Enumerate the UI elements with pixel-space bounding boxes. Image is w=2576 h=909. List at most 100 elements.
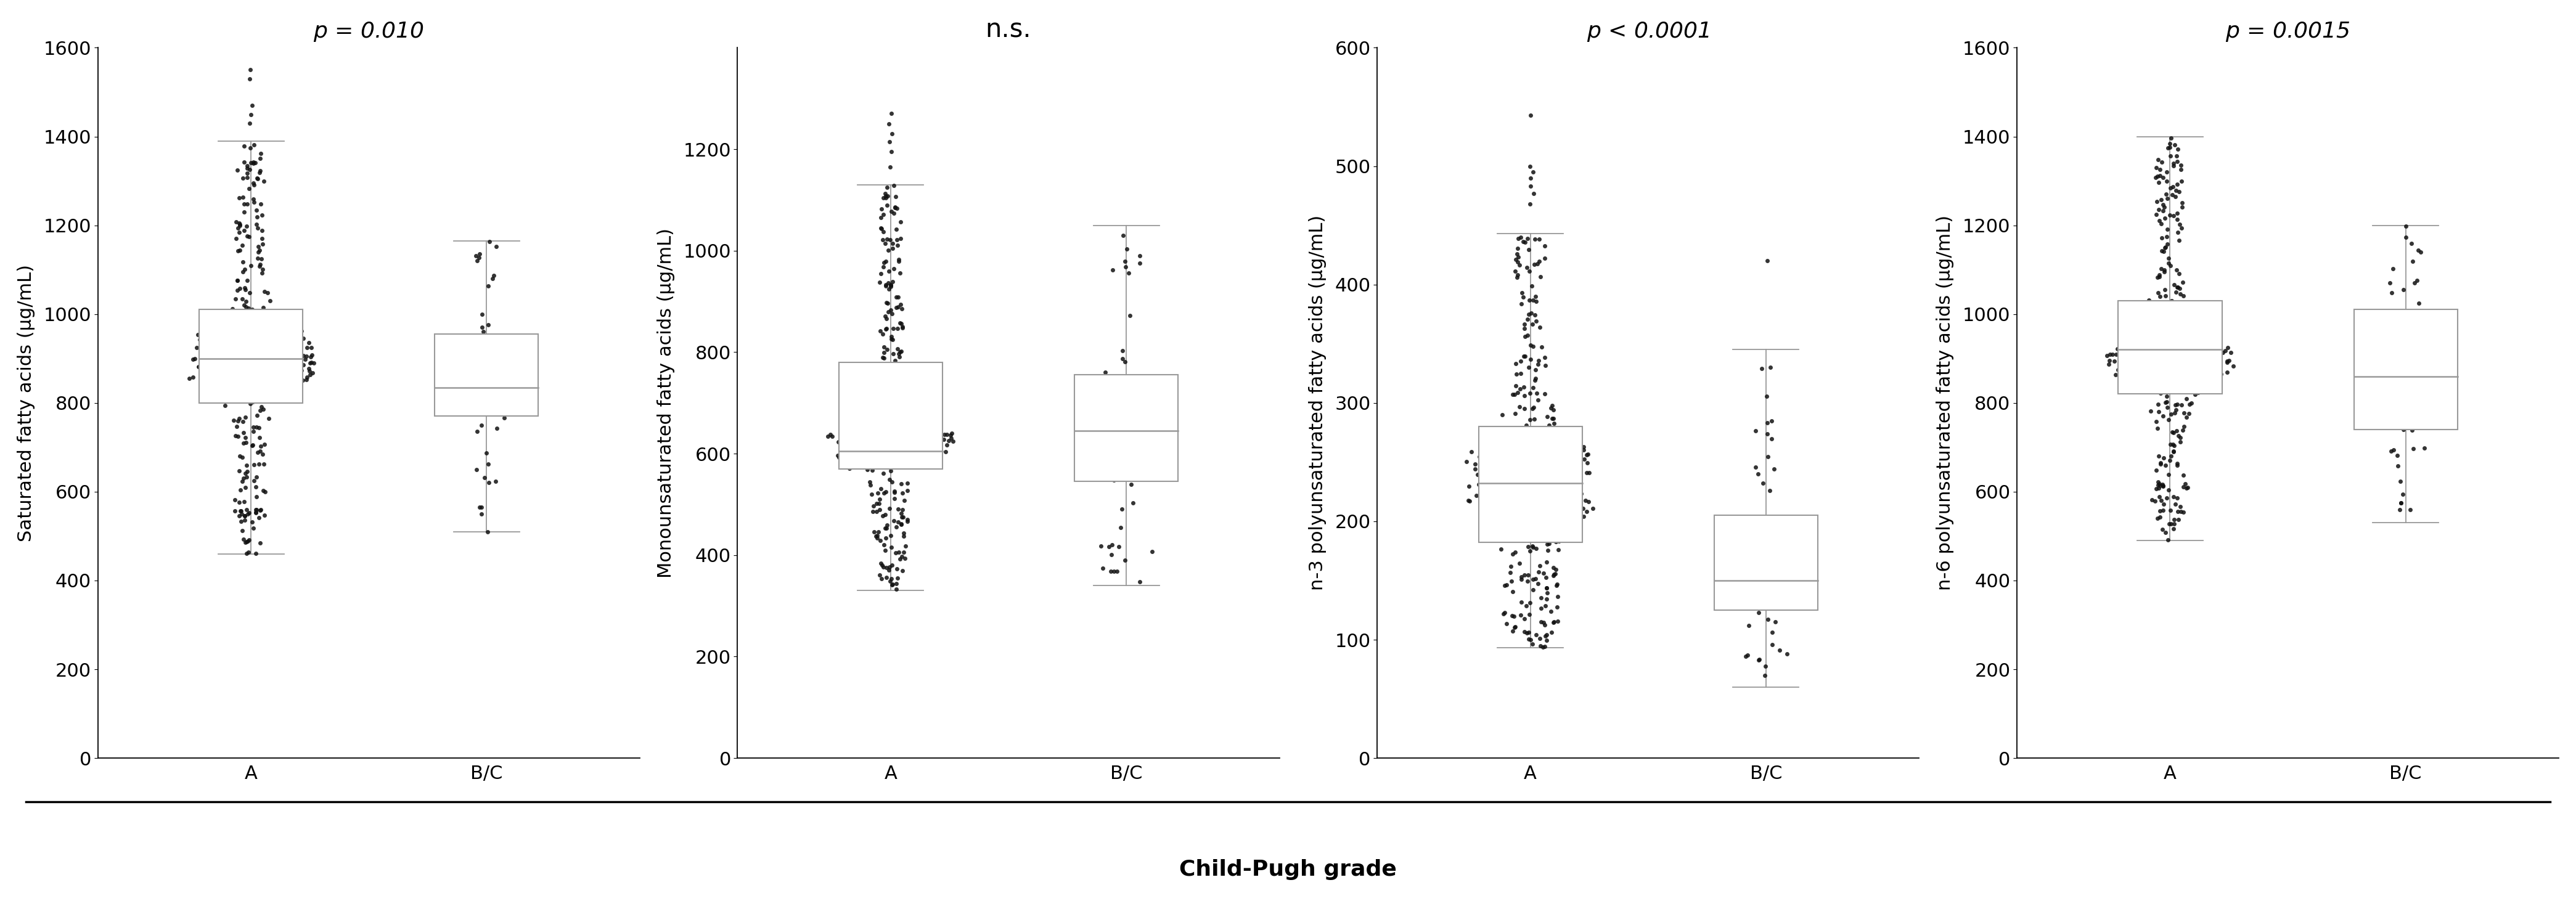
Point xyxy=(1515,471,1556,485)
Point xyxy=(1520,340,1561,355)
Point xyxy=(868,264,909,278)
Point xyxy=(860,394,902,408)
Point xyxy=(1510,108,1551,123)
Point xyxy=(255,378,296,393)
Point xyxy=(268,388,309,403)
Point xyxy=(811,429,853,444)
Point xyxy=(289,335,330,350)
Point xyxy=(2367,382,2409,396)
Point xyxy=(2110,315,2151,329)
Point xyxy=(1752,590,1793,604)
Point xyxy=(1535,566,1577,581)
Point xyxy=(1525,598,1566,613)
Point xyxy=(2205,343,2246,357)
Point xyxy=(433,365,474,379)
Point xyxy=(2154,189,2195,204)
Point xyxy=(1494,406,1535,421)
Point xyxy=(2192,346,2233,361)
Point xyxy=(242,379,283,394)
Point xyxy=(222,255,263,269)
Point xyxy=(853,524,894,539)
Point xyxy=(240,421,281,435)
Point xyxy=(224,513,265,527)
Point xyxy=(1543,527,1584,542)
Point xyxy=(240,197,281,212)
Point xyxy=(232,383,273,397)
Point xyxy=(224,139,265,154)
Point xyxy=(2148,140,2190,155)
Point xyxy=(214,413,255,427)
Point xyxy=(2117,350,2159,365)
Point xyxy=(819,415,860,430)
Point xyxy=(286,370,327,385)
Point xyxy=(1522,506,1564,521)
Point xyxy=(219,360,260,375)
Point xyxy=(2375,340,2416,355)
Point xyxy=(1133,410,1175,425)
Point xyxy=(443,355,484,369)
Point xyxy=(866,560,907,574)
Point xyxy=(2154,497,2195,512)
Point xyxy=(1533,560,1574,574)
Point xyxy=(1528,543,1569,557)
Point xyxy=(2372,317,2414,332)
Point xyxy=(180,331,222,345)
Point xyxy=(2164,467,2205,482)
Point xyxy=(1520,559,1561,574)
Point xyxy=(461,500,502,514)
Point xyxy=(2154,490,2195,504)
Point xyxy=(1533,403,1574,417)
Point xyxy=(835,425,876,440)
Point xyxy=(871,577,912,592)
Point xyxy=(232,364,273,378)
Point xyxy=(858,496,899,511)
Point xyxy=(1530,518,1571,533)
Point xyxy=(2146,395,2187,409)
Point xyxy=(222,381,263,395)
Point xyxy=(1535,600,1577,614)
Point xyxy=(214,504,255,518)
Point xyxy=(878,265,920,280)
Point xyxy=(232,375,273,390)
Point xyxy=(860,369,902,384)
Point xyxy=(2110,355,2151,370)
Point xyxy=(263,344,304,358)
Point xyxy=(1494,545,1535,560)
Point xyxy=(492,359,533,374)
Point xyxy=(1510,595,1551,610)
Point xyxy=(860,556,902,571)
Point xyxy=(227,305,268,319)
Point xyxy=(1084,365,1126,379)
Point xyxy=(2154,445,2195,459)
Point xyxy=(1486,484,1528,498)
Point xyxy=(1553,509,1595,524)
Point xyxy=(222,506,263,521)
Point xyxy=(219,319,260,334)
Point xyxy=(894,446,935,461)
Point xyxy=(2136,161,2177,175)
Point xyxy=(234,473,276,487)
Point xyxy=(1461,434,1502,448)
Point xyxy=(188,342,229,356)
Point xyxy=(2354,363,2396,377)
Point xyxy=(902,398,943,413)
Point xyxy=(456,382,497,396)
Point xyxy=(860,419,902,434)
Point xyxy=(2375,411,2416,425)
Point xyxy=(2372,261,2414,275)
Point xyxy=(2154,425,2195,440)
Point xyxy=(1458,477,1499,492)
Point xyxy=(245,304,286,318)
Point xyxy=(1497,247,1538,262)
Point xyxy=(1754,598,1795,613)
Point xyxy=(909,425,951,439)
Point xyxy=(2146,237,2187,252)
Point xyxy=(1466,499,1507,514)
Point xyxy=(2143,265,2184,279)
Point xyxy=(1535,442,1577,456)
Point xyxy=(1543,505,1584,520)
Point xyxy=(2156,206,2197,221)
Point xyxy=(2164,479,2205,494)
Point xyxy=(1494,378,1535,393)
Point xyxy=(2138,474,2179,489)
